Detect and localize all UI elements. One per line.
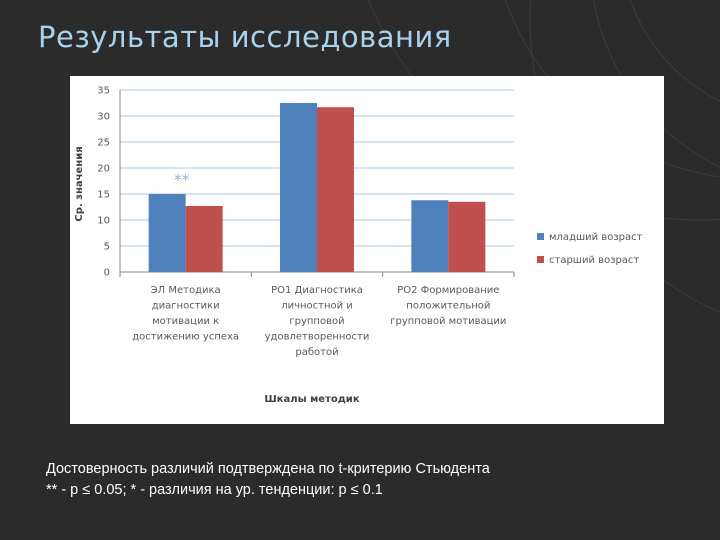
y-tick-label: 10 xyxy=(97,216,110,227)
category-label: РО1 Диагностика xyxy=(271,285,363,296)
y-tick-label: 35 xyxy=(97,86,110,97)
legend-entry: младший возраст xyxy=(549,232,643,243)
bar xyxy=(280,103,317,272)
slide-title: Результаты исследования xyxy=(38,20,452,54)
category-label: мотивации к xyxy=(152,316,219,327)
bar xyxy=(148,194,186,272)
footnote: Достоверность различий подтверждена по t… xyxy=(46,459,686,501)
y-tick-label: 25 xyxy=(97,138,110,149)
category-label: положительной xyxy=(406,301,490,312)
bar xyxy=(411,200,449,272)
legend-swatch xyxy=(537,233,544,240)
bar xyxy=(185,205,223,272)
y-axis-label: Ср. значения xyxy=(74,146,85,221)
category-label: ЭЛ Методика xyxy=(151,285,221,296)
category-label: групповой мотивации xyxy=(390,316,506,327)
significance-annotation: ** xyxy=(174,171,190,189)
y-tick-label: 15 xyxy=(97,190,110,201)
category-label: РО2 Формирование xyxy=(397,285,499,296)
bar-chart: Ср. значения Шкалы методик 0 5 10 15 20 25 30 3… xyxy=(74,86,643,406)
category-label: личностной и xyxy=(281,301,353,312)
category-label: групповой xyxy=(289,316,344,327)
category-label: достижению успеха xyxy=(132,332,239,343)
bar xyxy=(448,201,486,272)
legend-entry: старший возраст xyxy=(549,255,639,266)
x-axis-label: Шкалы методик xyxy=(264,394,359,405)
chart-panel: Ср. значения Шкалы методик 0 5 10 15 20 25 30 3… xyxy=(70,76,664,424)
y-tick-label: 0 xyxy=(104,268,110,279)
bar xyxy=(317,107,354,272)
significance-legend: ** - p ≤ 0.05; * - различия на ур. тенде… xyxy=(46,482,383,498)
legend-swatch xyxy=(537,256,544,263)
category-label: диагностики xyxy=(152,301,220,312)
significance-note: Достоверность различий подтверждена по t… xyxy=(46,461,490,477)
y-tick-label: 5 xyxy=(104,242,110,253)
y-tick-label: 30 xyxy=(97,112,110,123)
y-tick-label: 20 xyxy=(97,164,110,175)
category-label: работой xyxy=(295,347,338,358)
category-label: удовлетворенности xyxy=(265,332,370,343)
